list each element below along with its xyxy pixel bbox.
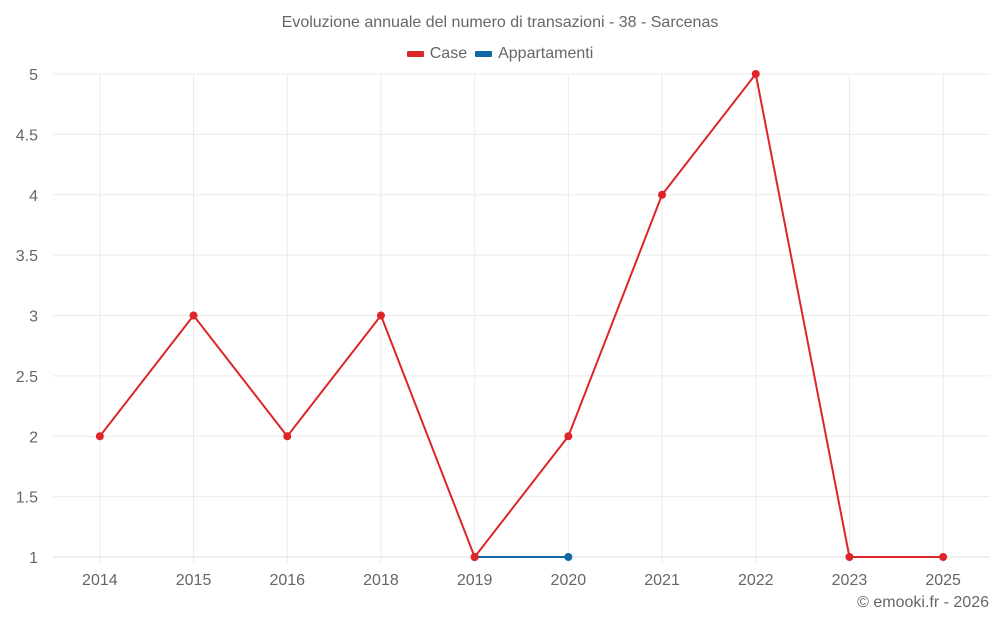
- x-tick-label: 2023: [832, 572, 868, 589]
- legend-swatch-appartamenti: [475, 51, 493, 57]
- y-tick-label: 3: [29, 309, 38, 326]
- grid-lines: [53, 73, 990, 563]
- y-tick-label: 2: [29, 429, 38, 446]
- data-point[interactable]: [470, 553, 479, 561]
- series-lines: [95, 70, 948, 561]
- legend-item-appartamenti[interactable]: Appartamenti: [475, 45, 593, 63]
- y-tick-label: 1.5: [16, 490, 38, 507]
- chart-legend: Case Appartamenti: [0, 45, 1000, 63]
- x-tick-label: 2025: [925, 572, 961, 589]
- y-tick-label: 5: [29, 67, 38, 84]
- legend-item-case[interactable]: Case: [406, 45, 468, 63]
- data-point[interactable]: [95, 432, 104, 441]
- series-appartamenti: [470, 553, 573, 561]
- x-tick-label: 2016: [269, 572, 305, 589]
- copyright-credit: © emooki.fr - 2026: [857, 594, 989, 611]
- y-tick-label: 3.5: [16, 248, 38, 265]
- data-point[interactable]: [564, 432, 573, 441]
- x-tick-label: 2014: [82, 572, 118, 589]
- data-point[interactable]: [283, 432, 292, 441]
- y-tick-label: 4: [29, 188, 38, 205]
- series-line: [99, 73, 944, 558]
- data-point[interactable]: [939, 553, 948, 561]
- data-point[interactable]: [564, 553, 573, 561]
- legend-swatch-case: [406, 51, 424, 57]
- x-tick-label: 2020: [551, 572, 587, 589]
- data-point[interactable]: [751, 70, 760, 78]
- data-point[interactable]: [376, 311, 385, 320]
- x-tick-label: 2015: [176, 572, 212, 589]
- x-tick-label: 2019: [457, 572, 493, 589]
- x-tick-label: 2022: [738, 572, 774, 589]
- x-tick-label: 2021: [644, 572, 680, 589]
- legend-label-case: Case: [429, 45, 468, 62]
- y-tick-label: 4.5: [16, 127, 38, 144]
- series-case: [95, 70, 948, 561]
- y-tick-label: 1: [29, 550, 38, 567]
- data-point[interactable]: [189, 311, 198, 320]
- chart-title: Evoluzione annuale del numero di transaz…: [281, 14, 719, 31]
- y-axis: 1 1.5 2 2.5 3 3.5 4 4.5 5: [16, 67, 38, 567]
- x-axis: 2014 2015 2016 2018 2019 2020 2021 2022 2023 2025: [82, 572, 961, 589]
- data-point[interactable]: [658, 190, 667, 199]
- x-tick-label: 2018: [363, 572, 399, 589]
- data-point[interactable]: [845, 553, 854, 561]
- y-tick-label: 2.5: [16, 369, 38, 386]
- legend-label-appartamenti: Appartamenti: [498, 45, 594, 62]
